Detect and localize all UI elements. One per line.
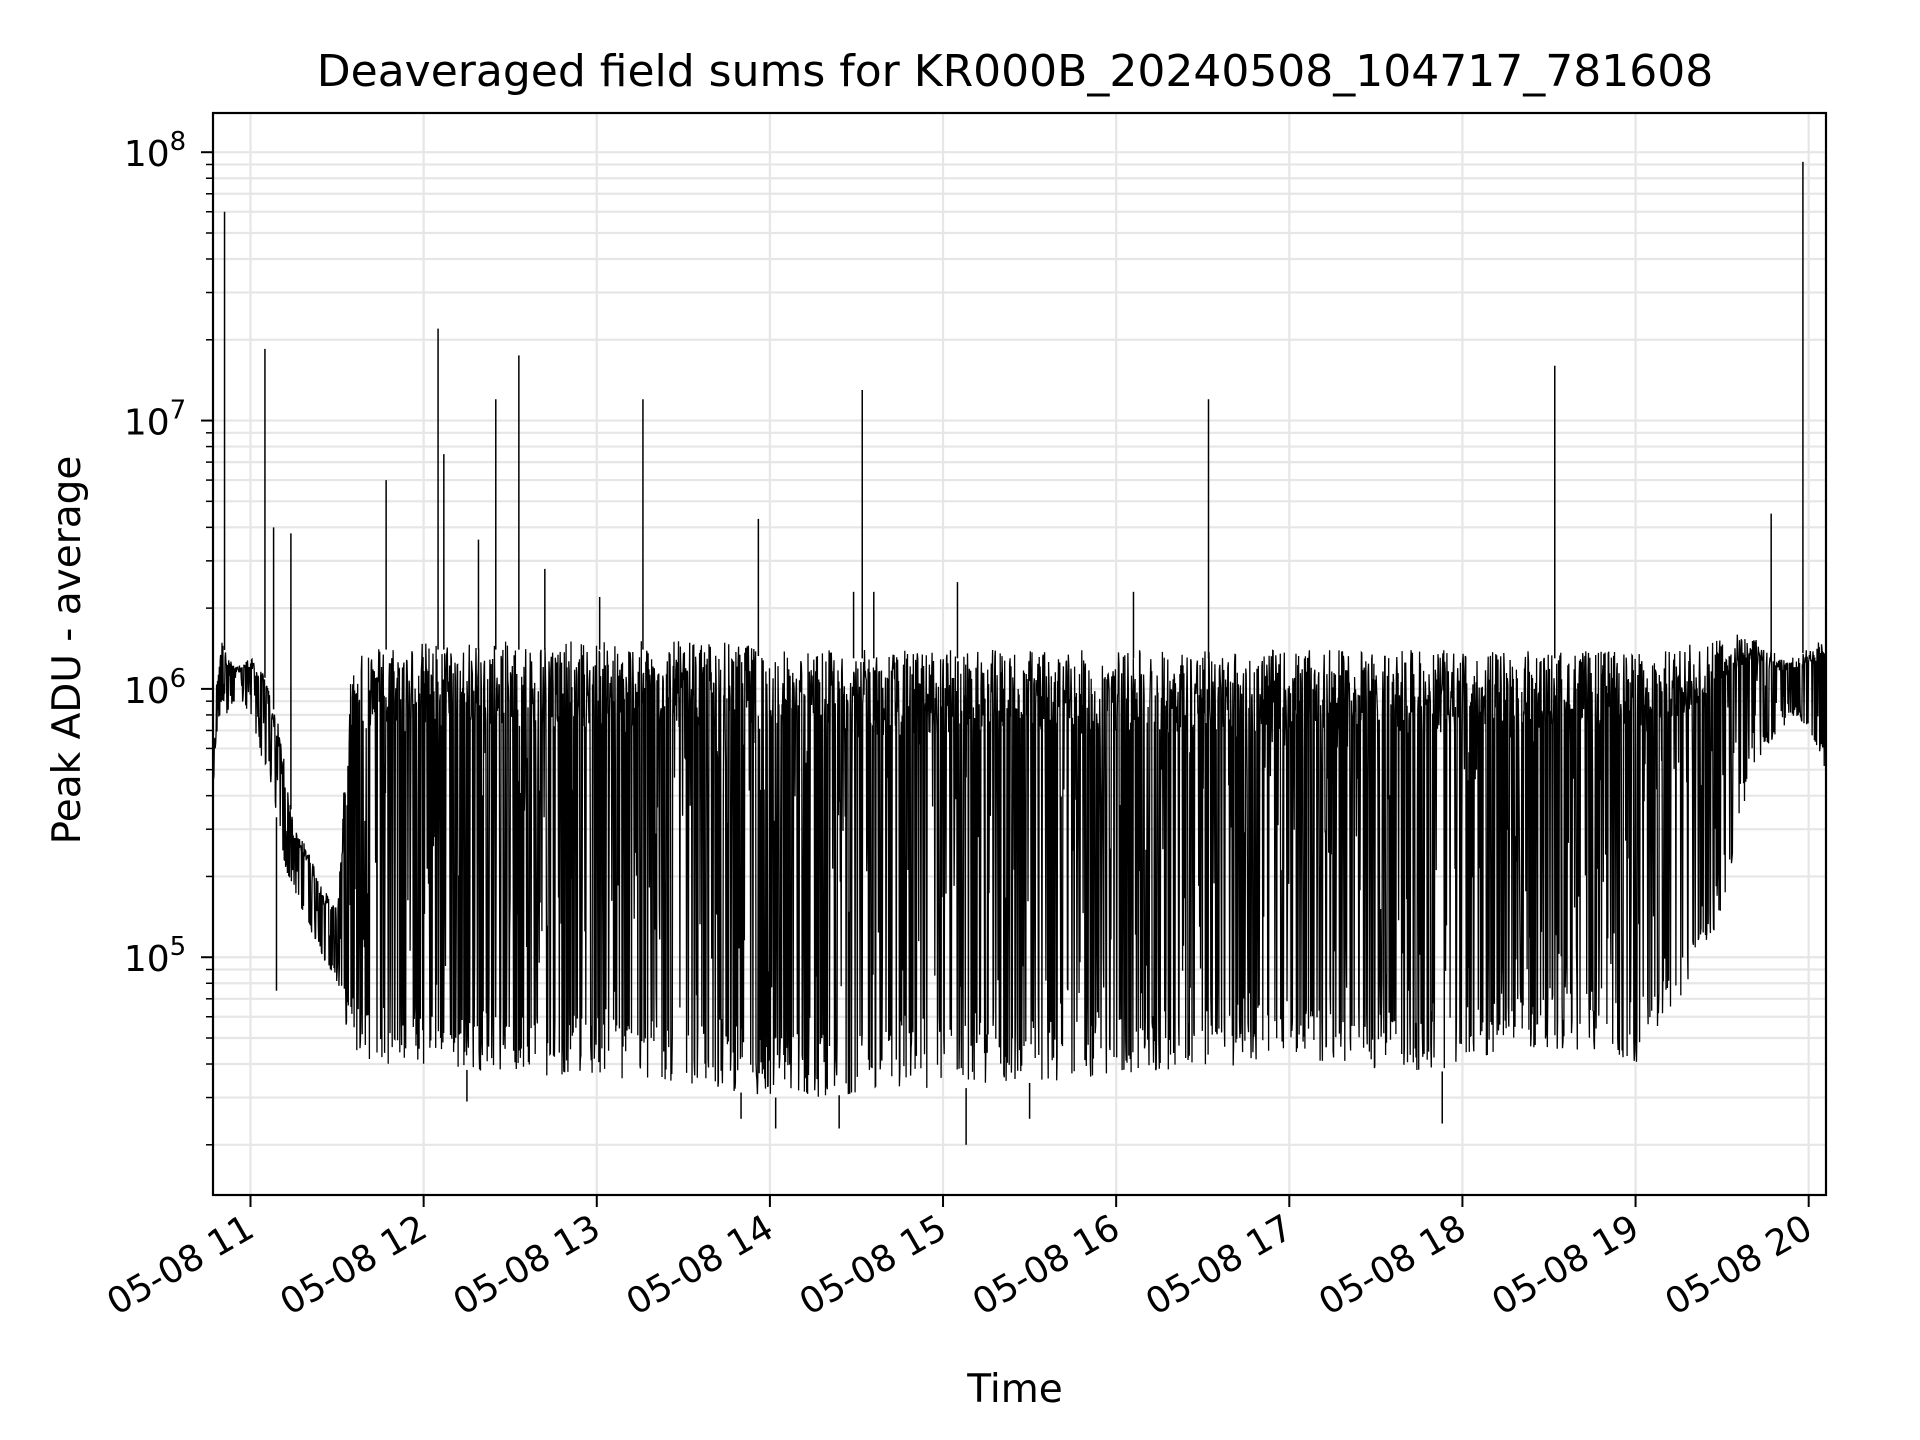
- plot-frame: [211, 111, 1828, 1197]
- y-axis: 105 106 107 108: [124, 127, 213, 1146]
- y-tick-label: 106: [124, 664, 186, 712]
- series-layer: [212, 161, 1827, 1145]
- y-axis-label: Peak ADU - average: [45, 456, 90, 845]
- y-tick-label: 108: [124, 127, 186, 175]
- x-axis-label: Time: [966, 1367, 1062, 1412]
- data-line: [212, 634, 1827, 1097]
- y-tick-label: 105: [124, 932, 186, 980]
- chart-title: Deaveraged field sums for KR000B_2024050…: [317, 46, 1713, 97]
- y-tick-label: 107: [124, 396, 186, 444]
